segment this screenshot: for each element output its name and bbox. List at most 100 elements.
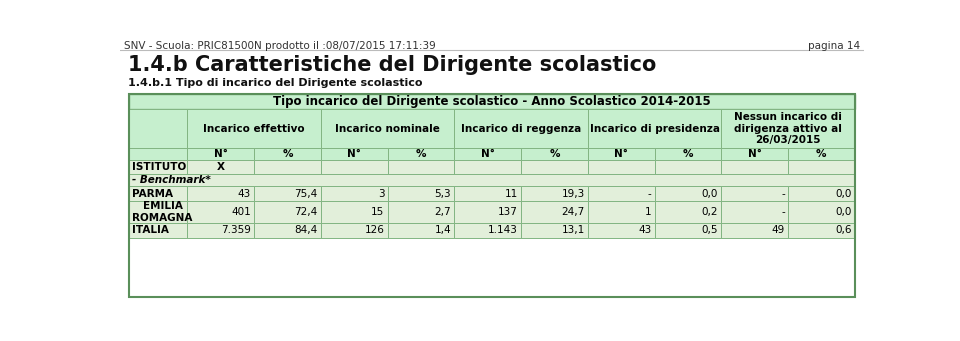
Text: 5,3: 5,3 — [435, 189, 451, 199]
Bar — [130, 109, 187, 148]
Text: N°: N° — [748, 149, 761, 159]
Text: 75,4: 75,4 — [295, 189, 318, 199]
Bar — [588, 187, 655, 201]
Bar — [721, 160, 788, 174]
Text: 0,5: 0,5 — [702, 225, 718, 235]
Text: 49: 49 — [772, 225, 785, 235]
Text: 43: 43 — [638, 225, 652, 235]
Bar — [130, 174, 854, 187]
Text: PARMA: PARMA — [132, 189, 174, 199]
Text: Nessun incarico di
dirigenza attivo al
26/03/2015: Nessun incarico di dirigenza attivo al 2… — [734, 112, 842, 145]
Bar — [655, 201, 721, 223]
Bar — [788, 223, 854, 238]
Bar — [788, 201, 854, 223]
Bar — [187, 201, 254, 223]
Text: 11: 11 — [505, 189, 518, 199]
Bar — [254, 148, 321, 160]
Text: 0,0: 0,0 — [702, 189, 718, 199]
Bar — [788, 148, 854, 160]
Bar — [130, 94, 854, 297]
Bar — [321, 160, 388, 174]
Bar — [321, 223, 388, 238]
Bar — [321, 201, 388, 223]
Bar — [388, 160, 454, 174]
Text: Incarico effettivo: Incarico effettivo — [204, 124, 305, 134]
Bar — [521, 201, 588, 223]
Bar — [130, 160, 187, 174]
Text: 19,3: 19,3 — [562, 189, 585, 199]
Text: 3: 3 — [378, 189, 385, 199]
Bar — [130, 223, 187, 238]
Bar — [655, 160, 721, 174]
Text: -: - — [781, 207, 785, 217]
Bar — [130, 148, 187, 160]
Bar — [521, 160, 588, 174]
Text: 1.4.b Caratteristiche del Dirigente scolastico: 1.4.b Caratteristiche del Dirigente scol… — [128, 55, 656, 75]
Bar — [187, 109, 321, 148]
Bar — [521, 223, 588, 238]
Text: 1,4: 1,4 — [435, 225, 451, 235]
Text: N°: N° — [614, 149, 628, 159]
Bar — [588, 223, 655, 238]
Bar — [521, 187, 588, 201]
Bar — [588, 201, 655, 223]
Bar — [254, 160, 321, 174]
Bar — [130, 94, 854, 109]
Text: 13,1: 13,1 — [562, 225, 585, 235]
Bar — [721, 223, 788, 238]
Text: N°: N° — [214, 149, 228, 159]
Text: 1.4.b.1 Tipo di incarico del Dirigente scolastico: 1.4.b.1 Tipo di incarico del Dirigente s… — [128, 77, 422, 88]
Bar — [254, 187, 321, 201]
Text: - Benchmark*: - Benchmark* — [132, 175, 211, 185]
Bar — [454, 187, 521, 201]
Text: 401: 401 — [231, 207, 252, 217]
Text: 137: 137 — [498, 207, 518, 217]
Text: %: % — [683, 149, 693, 159]
Text: ISTITUTO: ISTITUTO — [132, 162, 186, 172]
Bar — [521, 148, 588, 160]
Bar — [454, 148, 521, 160]
Text: 72,4: 72,4 — [295, 207, 318, 217]
Bar — [588, 109, 721, 148]
Text: %: % — [549, 149, 560, 159]
Bar — [788, 160, 854, 174]
Bar — [454, 201, 521, 223]
Bar — [388, 148, 454, 160]
Bar — [187, 148, 254, 160]
Bar — [454, 109, 588, 148]
Text: 7.359: 7.359 — [221, 225, 252, 235]
Bar — [130, 201, 187, 223]
Text: pagina 14: pagina 14 — [808, 41, 860, 50]
Text: EMILIA
ROMAGNA: EMILIA ROMAGNA — [132, 201, 193, 223]
Bar — [788, 187, 854, 201]
Bar — [721, 148, 788, 160]
Text: 24,7: 24,7 — [562, 207, 585, 217]
Text: Incarico di reggenza: Incarico di reggenza — [461, 124, 581, 134]
Text: 0,0: 0,0 — [835, 207, 852, 217]
Text: 0,2: 0,2 — [702, 207, 718, 217]
Text: -: - — [648, 189, 652, 199]
Text: X: X — [217, 162, 225, 172]
Bar — [321, 148, 388, 160]
Text: 126: 126 — [365, 225, 385, 235]
Bar — [655, 223, 721, 238]
Bar — [254, 201, 321, 223]
Bar — [655, 148, 721, 160]
Text: %: % — [416, 149, 426, 159]
Bar — [454, 223, 521, 238]
Bar — [721, 109, 854, 148]
Text: %: % — [282, 149, 293, 159]
Text: ITALIA: ITALIA — [132, 225, 169, 235]
Bar — [588, 160, 655, 174]
Text: 15: 15 — [372, 207, 385, 217]
Text: 84,4: 84,4 — [295, 225, 318, 235]
Text: N°: N° — [348, 149, 361, 159]
Bar — [187, 187, 254, 201]
Bar — [588, 148, 655, 160]
Text: %: % — [816, 149, 827, 159]
Text: 0,6: 0,6 — [835, 225, 852, 235]
Text: 1: 1 — [645, 207, 652, 217]
Bar — [721, 201, 788, 223]
Bar — [721, 187, 788, 201]
Text: Incarico nominale: Incarico nominale — [335, 124, 440, 134]
